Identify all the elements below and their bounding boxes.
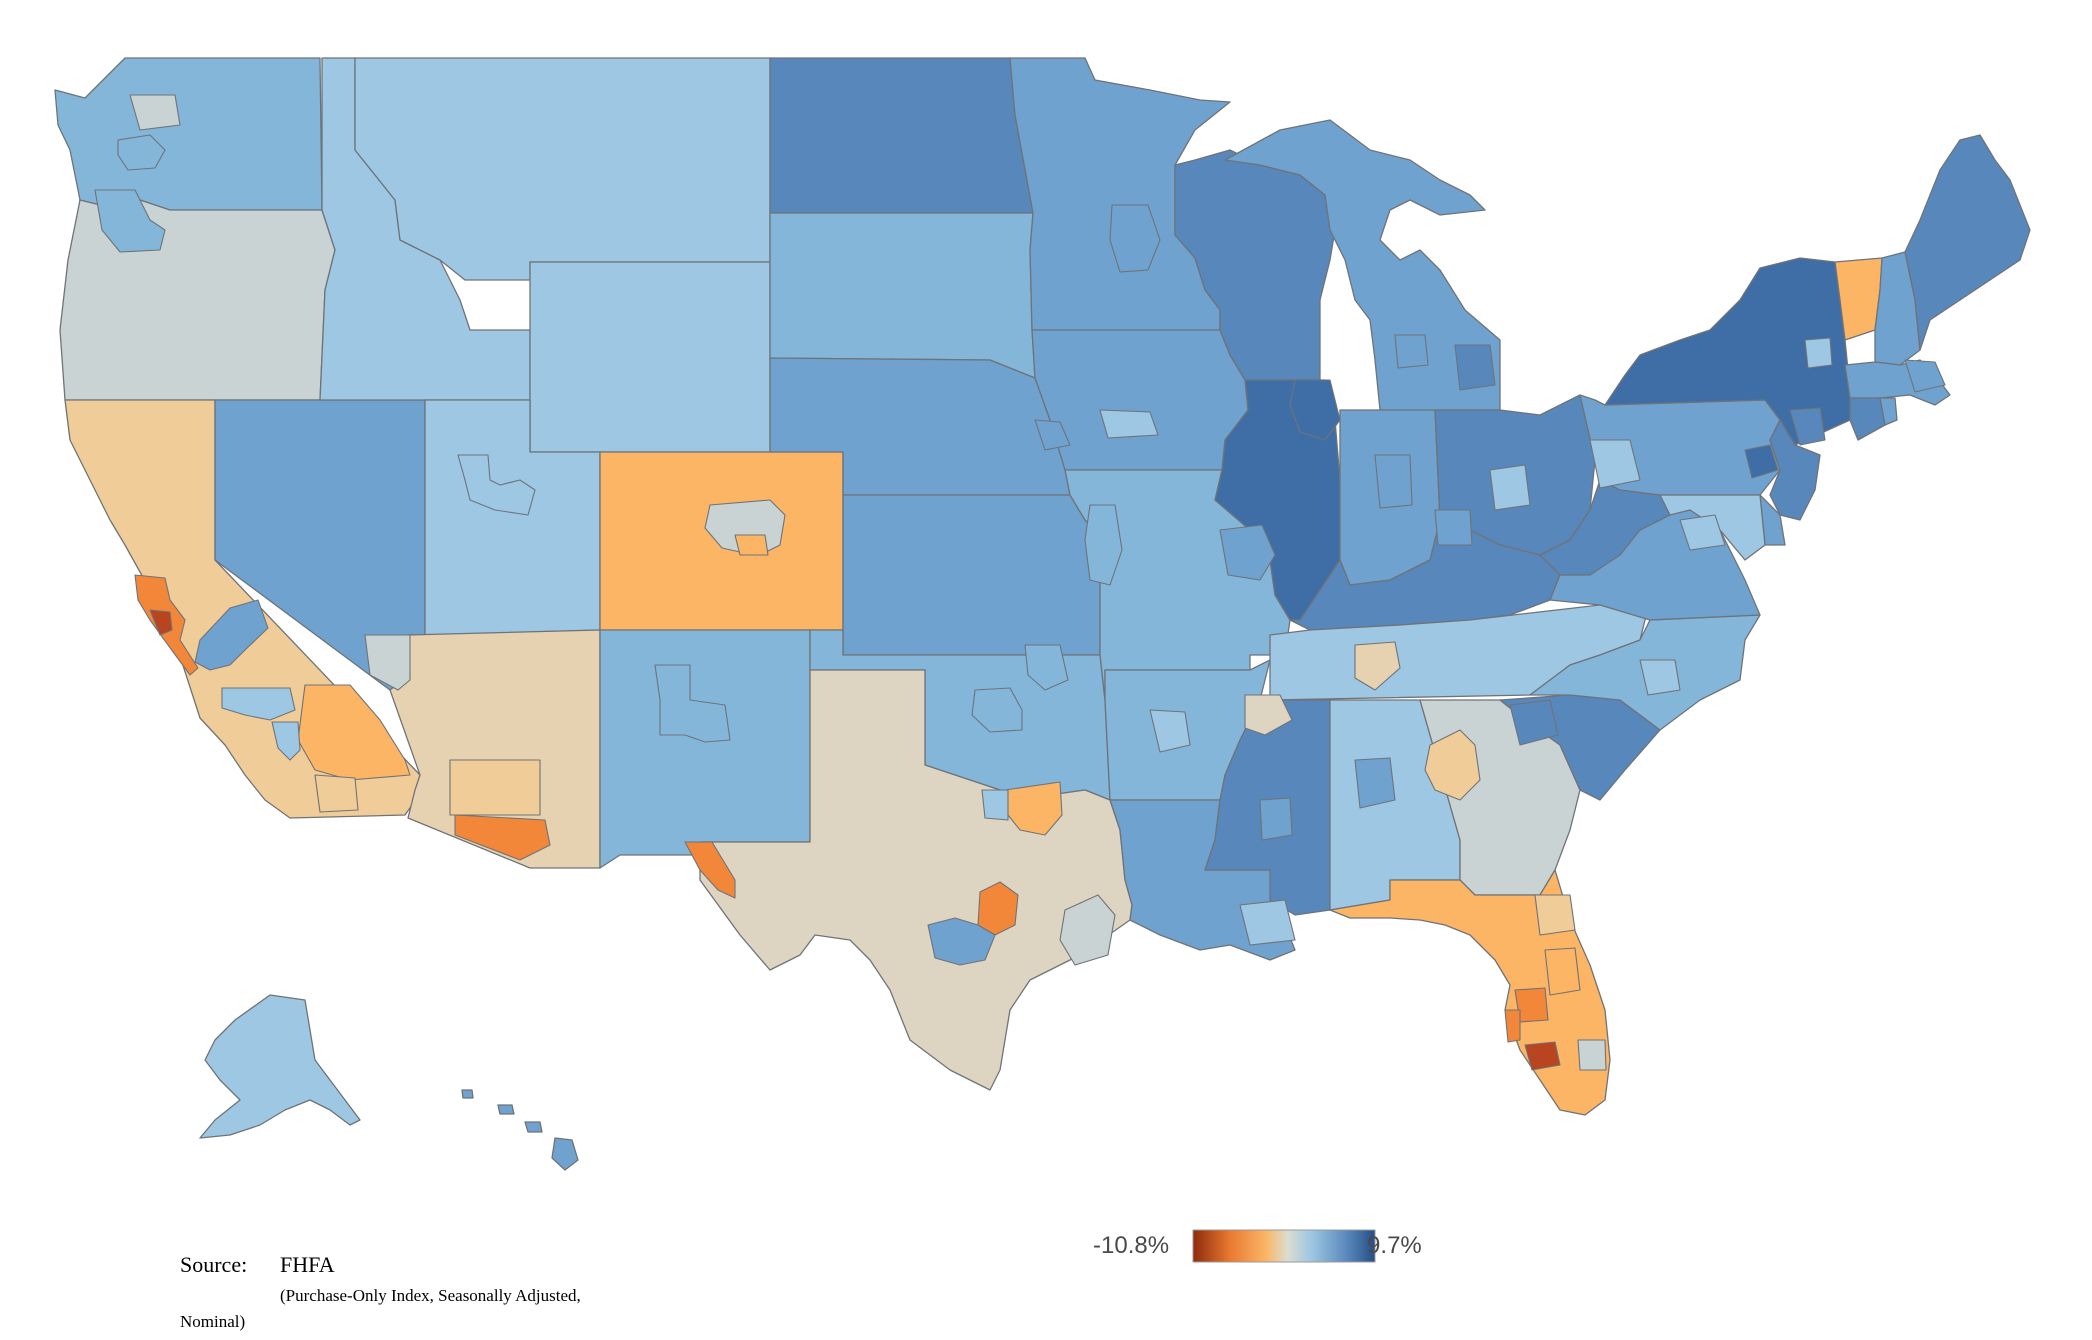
alaska-hawaii-layer [199,994,579,1171]
legend-max-label: 9.7% [1367,1232,1422,1259]
source-note: Source: FHFA (Purchase-Only Index, Seaso… [180,1252,581,1332]
state-michigan[interactable] [1224,119,1501,411]
metro-los-angeles[interactable] [271,721,301,761]
metro-salt-lake[interactable] [457,454,536,516]
state-maryland[interactable] [1659,494,1766,561]
state-south-dakota[interactable] [769,212,1036,379]
state-alaska[interactable] [199,994,361,1139]
metro-memphis[interactable] [1244,694,1293,736]
metro-atlanta[interactable] [1424,729,1481,801]
source-detail-line1: (Purchase-Only Index, Seasonally Adjuste… [280,1286,581,1305]
metro-phoenix[interactable] [449,759,541,816]
state-oregon[interactable] [59,199,336,401]
metro-new-york[interactable] [1789,407,1826,446]
metro-omaha[interactable] [1034,419,1071,451]
metros-layer [94,94,1946,1071]
state-hawaii-oahu[interactable] [497,1104,515,1115]
metro-kansas-city[interactable] [1084,504,1123,586]
metro-nashville[interactable] [1354,641,1401,691]
metro-seattle[interactable] [117,134,166,171]
metro-raleigh[interactable] [1639,659,1681,696]
metro-portland[interactable] [94,189,166,253]
metro-bakersfield[interactable] [221,687,296,721]
metro-san-antonio[interactable] [927,917,996,966]
state-hawaii-kauai[interactable] [461,1089,474,1099]
metro-cincinnati[interactable] [1434,509,1473,546]
state-montana[interactable] [354,57,771,281]
state-new-mexico[interactable] [599,629,811,869]
state-connecticut[interactable] [1849,397,1886,441]
metro-indianapolis[interactable] [1374,454,1413,509]
metro-albuquerque[interactable] [654,664,731,743]
source-line: Source: FHFA [180,1252,581,1278]
metro-las-vegas[interactable] [364,634,411,691]
metro-grand-rapids[interactable] [1394,334,1429,369]
metro-sarasota[interactable] [1504,1009,1521,1043]
state-wyoming[interactable] [529,261,771,453]
metro-washington-dc[interactable] [1679,514,1726,551]
metro-bellingham[interactable] [129,94,181,131]
metro-pittsburgh[interactable] [1589,439,1641,489]
legend-gradient-bar [1192,1229,1376,1263]
metro-riverside[interactable] [297,684,411,781]
state-iowa[interactable] [1031,329,1249,471]
color-legend: -10.8% 9.7% [1093,1229,1422,1263]
metro-houston[interactable] [1059,894,1116,966]
metro-charlotte[interactable] [1509,699,1559,746]
metro-fresno[interactable] [194,599,269,671]
states-layer [54,57,2031,1116]
metro-detroit[interactable] [1454,344,1496,391]
state-maine[interactable] [1904,134,2031,351]
metro-el-paso[interactable] [684,841,736,899]
source-value: FHFA [280,1252,335,1277]
metro-columbus[interactable] [1489,464,1531,511]
metro-fort-worth[interactable] [981,789,1009,821]
metro-oklahoma-city[interactable] [971,687,1023,733]
metro-st-louis[interactable] [1219,524,1276,581]
state-kansas[interactable] [842,494,1101,656]
metro-colorado-springs[interactable] [734,534,769,556]
metro-new-orleans[interactable] [1239,899,1296,946]
state-rhode-island[interactable] [1879,397,1898,426]
metro-orlando[interactable] [1544,947,1581,996]
source-detail-line2: Nominal) [180,1312,246,1331]
metro-minneapolis[interactable] [1109,204,1161,273]
metro-san-jose[interactable] [149,609,173,636]
metro-tulsa[interactable] [1024,644,1069,691]
metro-tucson[interactable] [454,814,551,861]
metro-jacksonville[interactable] [1534,894,1576,936]
metro-boston[interactable] [1904,359,1946,393]
state-new-jersey[interactable] [1769,419,1821,521]
source-label: Source: [180,1252,248,1277]
legend-min-label: -10.8% [1093,1232,1170,1259]
metro-miami[interactable] [1577,1039,1607,1071]
metro-birmingham[interactable] [1354,757,1396,809]
metro-chicago[interactable] [1289,379,1341,441]
state-illinois[interactable] [1214,379,1341,621]
state-hawaii-big-island[interactable] [551,1137,579,1171]
metro-san-diego[interactable] [314,774,359,813]
metro-des-moines[interactable] [1099,409,1159,439]
metro-jackson[interactable] [1259,797,1293,841]
state-hawaii-maui[interactable] [524,1121,543,1133]
metro-philadelphia[interactable] [1744,444,1779,479]
state-washington[interactable] [54,57,323,211]
metro-cape-coral[interactable] [1524,1041,1561,1071]
state-north-dakota[interactable] [769,57,1034,214]
metro-little-rock[interactable] [1149,709,1191,753]
metro-albany[interactable] [1804,337,1833,369]
